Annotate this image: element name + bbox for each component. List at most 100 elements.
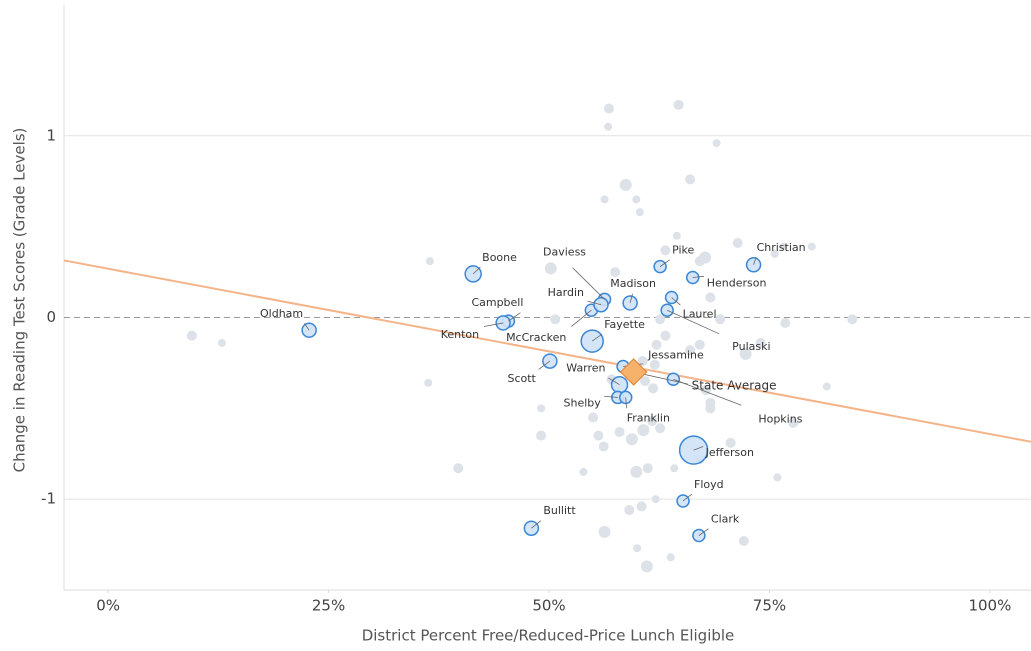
background-point bbox=[536, 430, 547, 441]
background-point bbox=[705, 397, 716, 408]
leader-line bbox=[587, 300, 602, 306]
background-point bbox=[600, 195, 609, 204]
background-point bbox=[610, 267, 621, 278]
point-label: Hardin bbox=[548, 286, 584, 299]
background-point bbox=[598, 441, 609, 452]
x-axis-label: District Percent Free/Reduced-Price Lunc… bbox=[362, 627, 735, 645]
point-label: Christian bbox=[757, 241, 806, 254]
point-label: Bullitt bbox=[543, 504, 576, 517]
leader-line bbox=[671, 297, 681, 306]
background-point bbox=[670, 464, 679, 473]
point-label: Daviess bbox=[543, 245, 586, 258]
background-point bbox=[651, 495, 660, 504]
x-tick-label: 75% bbox=[753, 597, 786, 615]
background-point bbox=[593, 430, 604, 441]
background-point bbox=[694, 339, 705, 350]
background-point bbox=[755, 337, 766, 348]
background-point bbox=[186, 330, 197, 341]
leader-line bbox=[304, 323, 310, 331]
leader-line bbox=[753, 257, 757, 265]
point-label: Shelby bbox=[564, 396, 602, 409]
background-point bbox=[655, 314, 666, 325]
background-point bbox=[715, 314, 726, 325]
x-tick-label: 25% bbox=[312, 597, 345, 615]
leader-line bbox=[591, 333, 603, 342]
x-tick-label: 100% bbox=[968, 597, 1011, 615]
leader-line bbox=[538, 360, 551, 370]
background-point bbox=[739, 347, 752, 360]
background-point bbox=[630, 465, 643, 478]
point-label: Warren bbox=[566, 362, 605, 375]
point-label: Jefferson bbox=[705, 446, 754, 459]
leader-line bbox=[572, 267, 605, 300]
background-point bbox=[705, 292, 716, 303]
background-point bbox=[779, 242, 788, 251]
y-tick-label: -1 bbox=[41, 490, 56, 508]
leader-line bbox=[608, 377, 620, 386]
background-point bbox=[660, 245, 671, 256]
background-point bbox=[770, 249, 779, 258]
background-point bbox=[424, 378, 433, 387]
trend-line bbox=[63, 259, 1031, 443]
state-average-label: State Average bbox=[692, 378, 777, 392]
background-point bbox=[685, 345, 696, 356]
point-label: Boone bbox=[482, 251, 517, 264]
background-point bbox=[712, 139, 721, 148]
point-label: Campbell bbox=[471, 296, 523, 309]
x-tick-label: 50% bbox=[532, 597, 565, 615]
background-point bbox=[648, 383, 659, 394]
background-point bbox=[537, 404, 546, 413]
y-axis-label: Change in Reading Test Scores (Grade Lev… bbox=[11, 128, 29, 473]
point-label: Jessamine bbox=[647, 349, 704, 362]
background-point bbox=[660, 330, 671, 341]
leader-line bbox=[629, 293, 633, 304]
background-point bbox=[579, 467, 588, 476]
leader-line bbox=[659, 259, 670, 267]
background-point bbox=[822, 382, 831, 391]
background-point bbox=[773, 473, 782, 482]
background-point bbox=[635, 208, 644, 217]
background-point bbox=[685, 174, 696, 185]
leader-line bbox=[604, 395, 618, 398]
background-point bbox=[699, 251, 712, 264]
point-label: Pike bbox=[672, 244, 694, 257]
background-point bbox=[633, 544, 642, 553]
background-point bbox=[655, 423, 666, 434]
point-label: Madison bbox=[610, 277, 656, 290]
point-label: Kenton bbox=[441, 328, 479, 341]
point-label: Scott bbox=[507, 372, 536, 385]
background-point bbox=[619, 178, 632, 191]
background-point bbox=[614, 426, 625, 437]
background-point bbox=[632, 195, 641, 204]
background-point bbox=[642, 463, 653, 474]
background-point bbox=[788, 417, 799, 428]
background-point bbox=[640, 376, 651, 387]
point-label: Laurel bbox=[683, 308, 717, 321]
leader-line bbox=[483, 322, 504, 327]
background-point bbox=[453, 463, 464, 474]
y-tick-label: 1 bbox=[46, 126, 56, 144]
background-point bbox=[604, 122, 613, 131]
background-point bbox=[666, 553, 675, 562]
background-point bbox=[217, 338, 226, 347]
background-point bbox=[725, 437, 736, 448]
background-point bbox=[637, 424, 650, 437]
background-point bbox=[847, 314, 858, 325]
background-point bbox=[672, 231, 681, 240]
leader-line bbox=[666, 309, 720, 335]
point-label: McCracken bbox=[506, 331, 566, 344]
point-label: Franklin bbox=[627, 411, 670, 424]
background-point bbox=[732, 237, 743, 248]
background-point bbox=[640, 560, 653, 573]
leader-line bbox=[625, 397, 627, 409]
x-tick-label: 0% bbox=[96, 597, 120, 615]
background-point bbox=[425, 257, 434, 266]
leader-line bbox=[508, 312, 521, 322]
leader-line bbox=[472, 266, 481, 275]
background-point bbox=[807, 242, 816, 251]
leader-line bbox=[682, 493, 693, 502]
background-point bbox=[738, 535, 749, 546]
leader-line bbox=[698, 528, 709, 536]
background-point bbox=[637, 356, 648, 367]
